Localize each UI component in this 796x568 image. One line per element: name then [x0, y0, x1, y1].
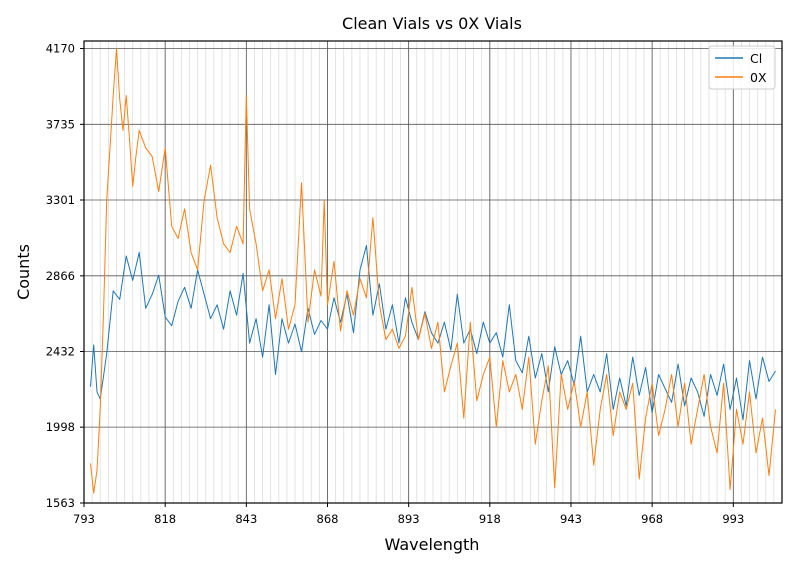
x-tick-label: 968 [641, 512, 663, 526]
x-tick-label: 918 [479, 512, 501, 526]
legend: Cl 0X [708, 45, 776, 90]
y-tick-label: 3301 [46, 193, 75, 207]
legend-box [708, 45, 776, 90]
y-tick-label: 3735 [46, 117, 75, 131]
y-tick-label: 2866 [46, 269, 75, 283]
plot-frame [83, 40, 783, 504]
y-axis-label: Counts [14, 244, 33, 300]
x-tick-label: 943 [560, 512, 582, 526]
x-tick-label: 993 [722, 512, 744, 526]
series-lines [90, 48, 776, 494]
chart-title: Clean Vials vs 0X Vials [342, 14, 522, 33]
x-tick-label: 843 [235, 512, 257, 526]
y-tick-label: 2432 [46, 344, 75, 358]
x-tick-label: 818 [154, 512, 176, 526]
series-line-cl [90, 245, 776, 421]
legend-label-0x: 0X [750, 70, 767, 85]
y-axis: 1563 1998 2432 2866 3301 3735 4170 [46, 41, 84, 510]
x-tick-label: 793 [73, 512, 95, 526]
y-tick-label: 4170 [46, 41, 75, 55]
x-tick-label: 868 [317, 512, 339, 526]
x-axis: 793 818 843 868 893 918 943 968 993 [73, 503, 744, 526]
series-line-0x [90, 48, 776, 494]
minor-grid [91, 41, 775, 503]
y-tick-label: 1563 [46, 496, 75, 510]
x-tick-label: 893 [398, 512, 420, 526]
y-tick-label: 1998 [46, 420, 75, 434]
legend-label-cl: Cl [750, 51, 762, 66]
x-axis-label: Wavelength [385, 535, 480, 554]
